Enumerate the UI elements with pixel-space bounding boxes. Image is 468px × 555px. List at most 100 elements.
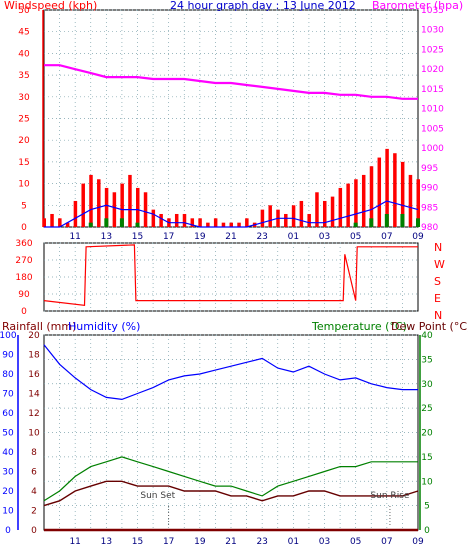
rain-tick-label: 2 <box>31 507 37 517</box>
wind-gust-bar <box>50 213 54 227</box>
wind-gust-bar-green <box>135 222 140 227</box>
wind-gust-bar <box>338 187 343 227</box>
wind-tick-label: 45 <box>18 28 29 38</box>
direction-tick-label: 180 <box>15 273 32 283</box>
direction-tick-label: 360 <box>15 239 32 249</box>
humidity-tick-label: 0 <box>5 526 11 536</box>
wind-gust-bar <box>97 179 101 227</box>
direction-tick-label: 0 <box>21 307 27 317</box>
wind-gust-bar-green <box>119 218 124 227</box>
climate-x-tick-label: 07 <box>381 537 392 547</box>
wind-gust-bar <box>260 209 265 227</box>
barometer-tick-label: 980 <box>421 223 438 233</box>
barometer-tick-label: 1020 <box>421 65 444 75</box>
sun-set-annotation: Sun Set <box>140 491 175 501</box>
wind-gust-bar-green <box>369 218 374 227</box>
barometer-line <box>44 64 418 100</box>
wind-tick-label: 50 <box>18 6 30 16</box>
climate-x-tick-label: 23 <box>256 537 267 547</box>
climate-x-tick-label: 13 <box>101 537 112 547</box>
wind-gust-bar <box>143 192 148 227</box>
wind-gust-bar <box>65 222 70 227</box>
wind-gust-bar <box>89 174 93 227</box>
annotation-layer: Sun Set Sun Rise <box>140 491 410 527</box>
rain-tick-label: 8 <box>31 448 37 458</box>
compass-tick-label: N <box>434 241 442 254</box>
wind-x-tick-label: 17 <box>163 232 174 242</box>
wind-x-tick-label: 15 <box>132 232 143 242</box>
wind-gust-bar <box>377 157 382 227</box>
humidity-tick-label: 20 <box>2 487 14 497</box>
wind-gust-bar <box>190 218 195 227</box>
humidity-tick-label: 10 <box>2 507 14 517</box>
wind-gust-bar <box>284 213 288 227</box>
rain-tick-label: 12 <box>28 409 39 419</box>
wind-gust-bar <box>104 187 109 227</box>
wind-x-tick-label: 07 <box>381 232 392 242</box>
wind-gust-bar <box>213 218 218 227</box>
wind-tick-label: 0 <box>21 223 27 233</box>
wind-gust-bar <box>81 183 85 227</box>
barometer-tick-label: 1000 <box>421 144 444 154</box>
humidity-tick-label: 50 <box>2 429 14 439</box>
rainfall-axis-label: Rainfall (mm) <box>2 320 76 333</box>
wind-average-line <box>44 200 419 228</box>
windspeed-axis-label: Windspeed (kph) <box>4 0 97 12</box>
wind-x-tick-label: 05 <box>350 232 361 242</box>
barometer-tick-label: 1015 <box>421 85 444 95</box>
wind-gust-bar <box>291 205 296 227</box>
wind-gust-bar-green <box>400 213 405 227</box>
series-layer <box>42 64 420 532</box>
wind-gust-bar <box>393 153 397 227</box>
wind-gust-bar <box>369 166 374 227</box>
wind-gust-bar <box>73 200 78 227</box>
humidity-tick-label: 30 <box>2 468 14 478</box>
wind-gust-bar <box>58 218 62 227</box>
wind-tick-label: 25 <box>18 115 29 125</box>
temperature-tick-label: 5 <box>424 502 430 512</box>
wind-gust-bar <box>354 179 358 227</box>
wind-gust-bar-green <box>416 218 420 227</box>
rain-tick-label: 10 <box>28 429 40 439</box>
wind-x-tick-label: 23 <box>256 232 267 242</box>
barometer-tick-label: 1010 <box>421 105 444 115</box>
sun-rise-annotation: Sun Rise <box>370 491 409 501</box>
wind-gust-bar <box>323 200 327 227</box>
temperature-tick-label: 25 <box>421 404 432 414</box>
climate-x-tick-label: 09 <box>412 537 424 547</box>
wind-x-tick-label: 11 <box>69 232 80 242</box>
wind-gust-bar <box>268 205 272 227</box>
wind-tick-label: 10 <box>18 180 30 190</box>
climate-x-tick-label: 11 <box>69 537 80 547</box>
wind-gust-bar <box>245 218 249 227</box>
wind-tick-label: 15 <box>18 158 29 168</box>
rain-tick-label: 20 <box>28 331 40 341</box>
temperature-tick-label: 35 <box>421 355 432 365</box>
wind-tick-label: 40 <box>18 49 30 59</box>
wind-gust-bar-green <box>88 222 93 227</box>
temperature-tick-label: 30 <box>421 380 433 390</box>
wind-gust-bar <box>159 213 163 227</box>
tick-label-layer: 0510152025303540455098098599099510001005… <box>0 6 445 547</box>
barometer-tick-label: 995 <box>421 164 438 174</box>
wind-tick-label: 30 <box>18 93 30 103</box>
rain-tick-label: 6 <box>31 468 37 478</box>
climate-x-tick-label: 21 <box>225 537 236 547</box>
humidity-tick-label: 100 <box>0 331 17 341</box>
wind-gust-bar <box>416 179 420 227</box>
wind-gust-bar <box>112 192 117 227</box>
rain-tick-label: 4 <box>31 487 37 497</box>
barometer-tick-label: 985 <box>421 203 438 213</box>
humidity-tick-label: 60 <box>2 409 14 419</box>
wind-gust-bar <box>330 196 335 227</box>
wind-x-tick-label: 01 <box>288 232 299 242</box>
wind-gust-bar <box>128 174 132 227</box>
wind-gust-bar <box>136 187 140 227</box>
graph-title: 24 hour graph day : 13 June 2012 <box>170 0 356 12</box>
wind-gust-bar <box>408 174 413 227</box>
wind-x-tick-label: 09 <box>412 232 424 242</box>
wind-direction-line <box>43 244 418 306</box>
wind-tick-label: 20 <box>18 136 30 146</box>
temperature-line <box>43 456 418 502</box>
compass-tick-label: E <box>434 292 441 305</box>
